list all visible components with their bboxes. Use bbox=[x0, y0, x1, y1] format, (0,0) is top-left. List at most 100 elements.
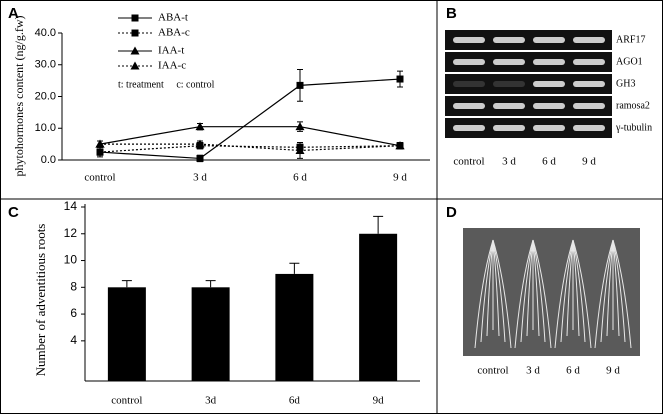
photo-lane-label: 9 d bbox=[606, 365, 620, 377]
root bbox=[572, 239, 592, 349]
root bbox=[532, 239, 552, 349]
marker bbox=[95, 139, 105, 148]
gel-band bbox=[493, 125, 525, 131]
marker bbox=[195, 139, 205, 148]
root bbox=[572, 239, 586, 343]
bar bbox=[191, 287, 230, 381]
gel-band bbox=[573, 103, 605, 109]
root bbox=[474, 239, 494, 349]
gel-lane-label: 6 d bbox=[542, 156, 556, 168]
root bbox=[492, 239, 512, 349]
root bbox=[520, 239, 534, 343]
x-tick-label: 3 d bbox=[193, 172, 207, 184]
error-bar bbox=[121, 280, 132, 288]
legend-label: IAA-c bbox=[158, 60, 186, 72]
gene-label: GH3 bbox=[616, 78, 635, 89]
gel-lane-row bbox=[445, 74, 612, 94]
root bbox=[526, 239, 534, 337]
y-tick-label: 20.0 bbox=[35, 90, 56, 102]
gel-lane-label: 3 d bbox=[502, 156, 516, 168]
legend-marker bbox=[130, 46, 140, 55]
legend-label: IAA-t bbox=[158, 45, 184, 57]
gel-lane-row bbox=[445, 96, 612, 116]
panel-letter: A bbox=[8, 5, 19, 22]
gel-band bbox=[493, 103, 525, 109]
gel-band bbox=[453, 125, 485, 131]
y-tick-label: 6 bbox=[70, 306, 77, 320]
root bbox=[554, 239, 574, 349]
marker bbox=[195, 122, 205, 131]
y-tick-label: 10 bbox=[64, 253, 78, 267]
panel-letter: D bbox=[446, 204, 457, 221]
y-tick-label: 8 bbox=[70, 279, 77, 293]
x-tick-label: control bbox=[84, 172, 115, 184]
root bbox=[560, 239, 574, 343]
legend-marker bbox=[130, 61, 140, 70]
x-tick-label: 3d bbox=[205, 395, 217, 407]
root bbox=[486, 239, 494, 337]
x-tick-label: 6 d bbox=[293, 172, 307, 184]
root bbox=[480, 239, 494, 343]
gel-band bbox=[573, 125, 605, 131]
gel-lane-row bbox=[445, 30, 612, 50]
y-tick-label: 0.0 bbox=[41, 154, 56, 166]
gene-label: AGO1 bbox=[616, 56, 643, 67]
root bbox=[612, 239, 632, 349]
annotation: t: treatment c: control bbox=[118, 79, 215, 90]
legend-marker bbox=[131, 14, 139, 22]
root bbox=[532, 239, 540, 337]
root bbox=[612, 239, 620, 337]
x-tick-label: 9 d bbox=[393, 172, 407, 184]
gel-band bbox=[453, 103, 485, 109]
marker bbox=[196, 154, 204, 162]
gel-lane-label: 9 d bbox=[582, 156, 596, 168]
bar bbox=[275, 273, 314, 381]
gel-band bbox=[533, 125, 565, 131]
y-axis-label: Number of adventitious roots bbox=[33, 224, 48, 377]
y-tick-label: 40.0 bbox=[35, 27, 56, 39]
root bbox=[606, 239, 614, 337]
gel-band bbox=[533, 59, 565, 65]
y-tick-label: 10.0 bbox=[35, 122, 56, 134]
gel-lane-row bbox=[445, 118, 612, 138]
legend-marker bbox=[131, 29, 139, 37]
gene-label: ramosa2 bbox=[616, 100, 650, 111]
marker bbox=[96, 148, 104, 156]
error-bar bbox=[289, 262, 300, 274]
gel-band bbox=[453, 59, 485, 65]
root bbox=[492, 239, 506, 343]
series-line bbox=[100, 143, 401, 152]
y-tick-label: 30.0 bbox=[35, 59, 56, 71]
root bbox=[566, 239, 574, 337]
gel-lane-row bbox=[445, 52, 612, 72]
y-axis-label: phytohormones content (ng/g.fw) bbox=[12, 16, 26, 177]
gel-band bbox=[573, 59, 605, 65]
series-line bbox=[99, 126, 401, 147]
root bbox=[532, 239, 546, 343]
photo-lane-label: control bbox=[477, 365, 508, 377]
marker bbox=[395, 141, 405, 150]
root bbox=[572, 239, 580, 337]
y-tick-label: 4 bbox=[70, 333, 77, 347]
error-bar bbox=[373, 215, 384, 234]
root bbox=[594, 239, 614, 349]
marker bbox=[296, 81, 304, 89]
gel-lane-label: control bbox=[453, 156, 484, 168]
gel-band bbox=[573, 37, 605, 43]
gel-band bbox=[493, 81, 525, 87]
gel-band bbox=[493, 37, 525, 43]
gel-band bbox=[493, 59, 525, 65]
panel-letter: B bbox=[446, 5, 457, 22]
root bbox=[492, 239, 500, 337]
legend-label: ABA-t bbox=[158, 12, 188, 24]
photo-lane-label: 3 d bbox=[526, 365, 540, 377]
gel-band bbox=[533, 103, 565, 109]
bar bbox=[359, 233, 398, 381]
root bbox=[514, 239, 534, 349]
x-tick-label: control bbox=[111, 395, 142, 407]
photo-lane-label: 6 d bbox=[566, 365, 580, 377]
root bbox=[600, 239, 614, 343]
gene-label: γ-tubulin bbox=[615, 122, 652, 133]
